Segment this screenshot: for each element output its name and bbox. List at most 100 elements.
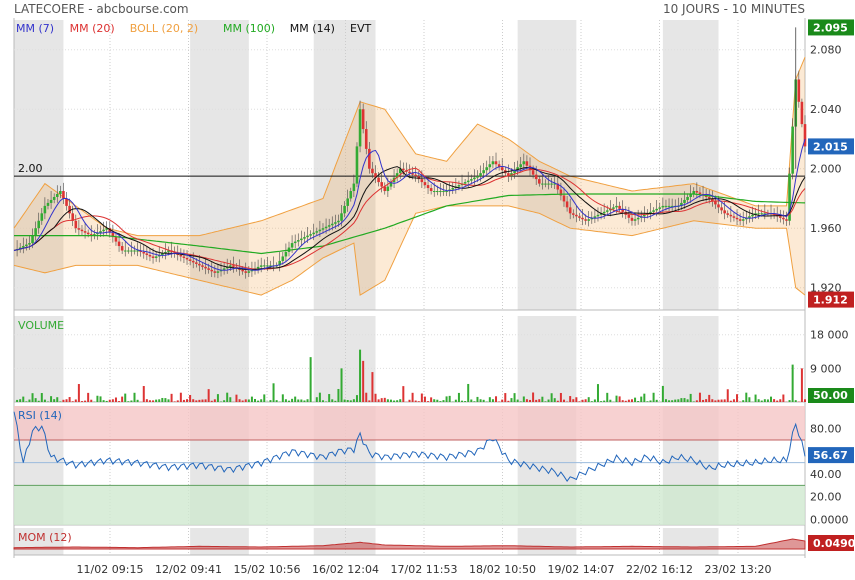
legend-item-1: MM (20) (70, 22, 115, 35)
legend-item-4: MM (14) (290, 22, 335, 35)
volume-bar (436, 399, 439, 402)
candle-body (655, 208, 658, 211)
candle-body (544, 183, 547, 185)
volume-bar (359, 349, 362, 402)
volume-bar (331, 399, 334, 402)
candle-body (327, 225, 331, 227)
legend-item-0: MM (7) (16, 22, 54, 35)
volume-bar (461, 400, 464, 402)
rsi-label: RSI (14) (18, 409, 62, 422)
volume-bar (179, 392, 182, 402)
volume-bar (105, 400, 108, 402)
candle-body (553, 183, 557, 185)
candle-body (256, 266, 260, 269)
volume-bar (210, 400, 213, 402)
day-band-1-3 (517, 316, 577, 402)
volume-bar (204, 399, 207, 402)
candle-body (361, 109, 365, 130)
volume-bar (661, 385, 664, 402)
legend-item-3: MM (100) (223, 22, 275, 35)
volume-bar (355, 395, 358, 402)
candle-body (247, 271, 251, 273)
volume-bar (306, 399, 309, 402)
volume-bar (71, 401, 74, 402)
rsi-overbought-zone (14, 406, 805, 440)
candle-body (111, 232, 115, 238)
volume-bar (399, 399, 402, 402)
volume-bar (550, 393, 553, 402)
volume-bar (596, 384, 599, 402)
volume-bar (470, 399, 473, 402)
candle-body (491, 161, 495, 165)
volume-bar (408, 399, 411, 402)
volume-bar (664, 399, 667, 402)
volume-bar (457, 392, 460, 402)
volume-bar (130, 400, 133, 402)
volume-bar (476, 396, 479, 402)
candle-body (414, 174, 417, 177)
volume-bar (637, 401, 640, 402)
candle-body (723, 210, 726, 214)
x-tick-label: 15/02 10:56 (234, 563, 301, 576)
volume-label: VOLUME (18, 319, 64, 332)
candle-body (157, 254, 161, 257)
volume-bar (161, 397, 164, 402)
candle-body (148, 254, 152, 257)
volume-bar (389, 399, 392, 402)
volume-bar (411, 392, 414, 402)
volume-bar (198, 399, 201, 402)
price-tick-label: 1.960 (810, 222, 842, 235)
candle-body (262, 265, 266, 267)
volume-bar (606, 392, 609, 402)
volume-bar (763, 399, 766, 402)
candle-body (547, 183, 550, 185)
min-price-badge-bg (808, 291, 854, 308)
volume-bar (770, 396, 773, 402)
volume-bar (488, 397, 491, 402)
volume-bar (439, 401, 442, 402)
volume-bar (609, 399, 612, 402)
volume-bar (334, 400, 337, 402)
candle-body (741, 219, 745, 221)
candle-body (732, 216, 736, 218)
candle-body (485, 167, 489, 171)
candle-body (83, 231, 87, 233)
volume-bar (257, 400, 260, 402)
candle-body (65, 198, 68, 206)
volume-bar (291, 398, 294, 402)
candle-body (324, 226, 328, 229)
volume-bar (711, 399, 714, 402)
volume-bar (22, 396, 25, 402)
candle-body (207, 268, 210, 270)
candle-body (423, 182, 427, 186)
candle-body (735, 217, 739, 220)
x-tick-label: 17/02 11:53 (391, 563, 458, 576)
volume-bar (260, 399, 263, 402)
candle-body (469, 179, 473, 181)
volume-bar (37, 400, 40, 402)
volume-bar (448, 395, 451, 402)
candle-body (436, 191, 439, 193)
candle-body (612, 207, 615, 209)
volume-bar (779, 399, 782, 402)
candle-body (744, 217, 748, 220)
candle-body (432, 191, 436, 193)
candle-body (751, 214, 754, 217)
candle-body (343, 205, 346, 214)
momentum-area (13, 538, 806, 550)
price-tick-label: 2.040 (810, 103, 842, 116)
rsi-line (13, 411, 806, 482)
max-price-badge: 2.095 (813, 21, 848, 34)
candle-body (791, 126, 794, 174)
volume-bar (56, 397, 59, 402)
volume-bar (124, 393, 127, 402)
candle-body (278, 260, 282, 266)
volume-bar (340, 368, 343, 402)
volume-bar (482, 399, 485, 402)
volume-bar (362, 360, 365, 402)
volume-badge-bg (808, 388, 854, 403)
candle-body (40, 213, 44, 221)
bollinger-upper-line (13, 57, 806, 237)
x-tick-label: 11/02 09:15 (77, 563, 144, 576)
volume-bar (705, 399, 708, 402)
